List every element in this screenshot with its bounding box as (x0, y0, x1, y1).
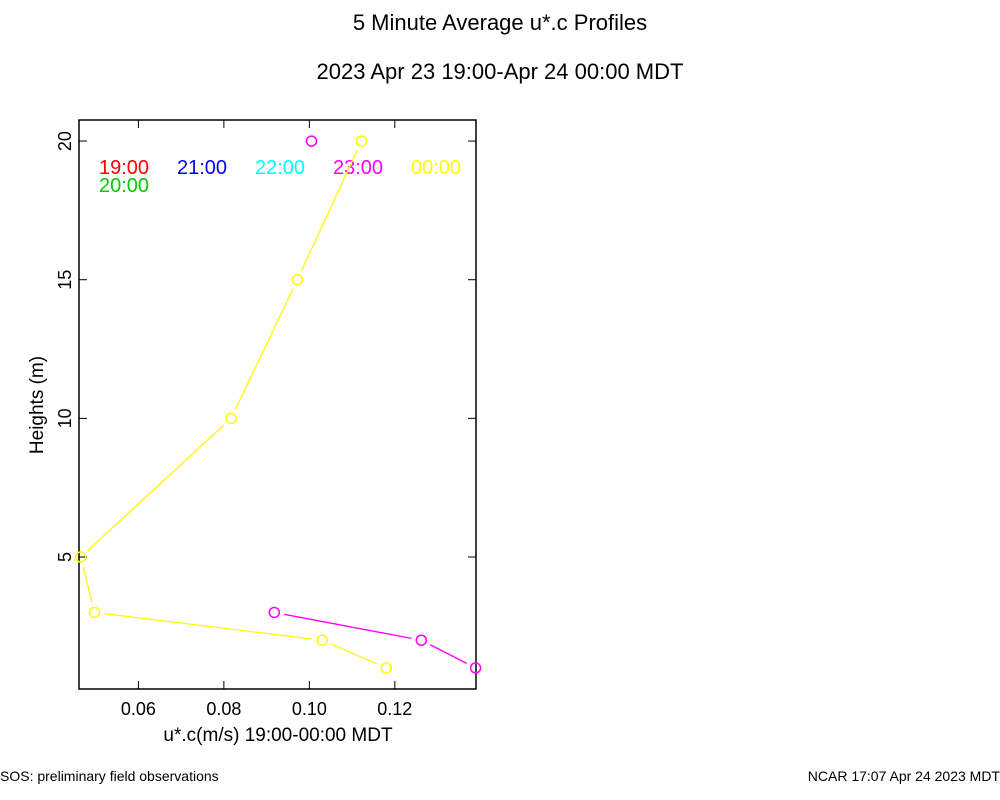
y-tick-label: 5 (55, 552, 75, 562)
data-point-2300 (415, 634, 428, 646)
legend-entry: 20:00 (99, 175, 149, 197)
plot-frame (78, 119, 477, 690)
legend-entry: 00:00 (411, 157, 461, 179)
x-tick-label: 0.10 (292, 699, 327, 719)
x-tick-label: 0.12 (377, 699, 412, 719)
data-point-0000 (316, 634, 328, 646)
data-point-0000 (355, 135, 368, 147)
data-point-0000 (74, 551, 87, 563)
data-point-2300 (305, 135, 318, 147)
legend-entry: 23:00 (333, 157, 383, 179)
series-line-0000 (87, 424, 225, 551)
x-axis-label: u*.c(m/s) 19:00-00:00 MDT (163, 725, 393, 746)
data-point-0000 (291, 273, 304, 286)
data-point-0000 (225, 412, 237, 425)
series-line-0000 (331, 643, 378, 665)
chart-title: 5 Minute Average u*.c Profiles (353, 10, 647, 35)
footer-right: NCAR 17:07 Apr 24 2023 MDT (808, 768, 1000, 784)
chart-subtitle: 2023 Apr 23 19:00-Apr 24 00:00 MDT (317, 59, 684, 84)
y-tick-label: 15 (55, 270, 75, 290)
data-point-2300 (469, 662, 482, 674)
series-line-0000 (104, 613, 313, 640)
series-line-0000 (82, 566, 93, 603)
data-point-2300 (268, 606, 281, 619)
series-line-2300 (284, 613, 412, 639)
footer-left: SOS: preliminary field observations (0, 768, 219, 784)
series-line-2300 (429, 644, 467, 664)
y-tick-label: 10 (55, 408, 75, 428)
legend-entry: 21:00 (177, 157, 227, 179)
y-tick-label: 20 (55, 131, 75, 151)
series-line-0000 (300, 149, 358, 271)
data-point-0000 (88, 606, 101, 619)
x-tick-label: 0.06 (121, 699, 156, 719)
y-axis-label: Heights (m) (27, 356, 48, 454)
data-point-0000 (380, 662, 393, 674)
legend-entry: 19:00 (99, 157, 149, 179)
x-tick-label: 0.08 (206, 699, 241, 719)
series-line-0000 (234, 288, 294, 410)
legend-entry: 22:00 (255, 157, 305, 179)
